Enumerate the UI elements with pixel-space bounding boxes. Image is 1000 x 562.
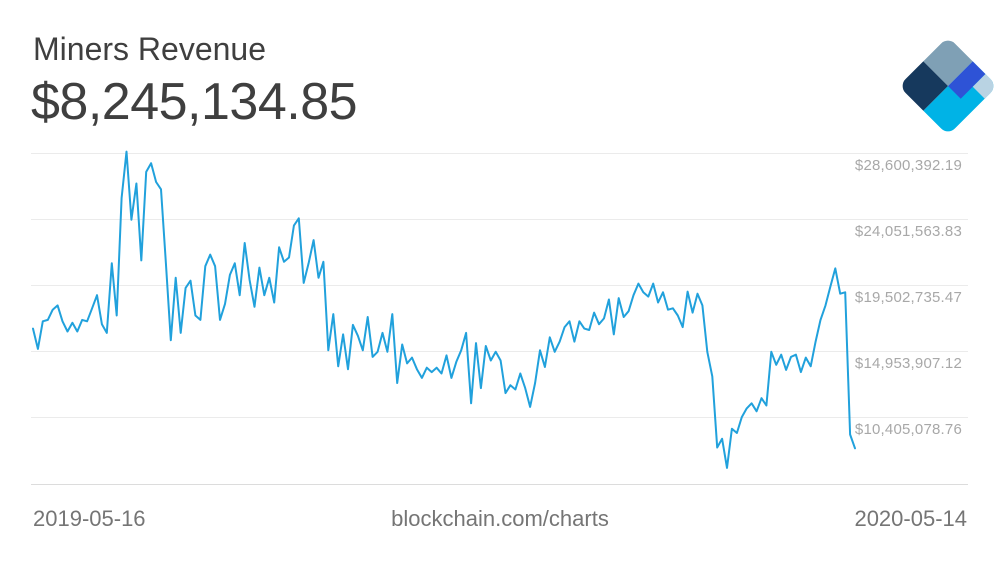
y-tick-label: $10,405,078.76 xyxy=(854,421,962,438)
y-tick-label: $24,051,563.83 xyxy=(854,223,962,240)
revenue-line xyxy=(32,150,856,469)
gridline xyxy=(31,351,968,352)
latest-value: $8,245,134.85 xyxy=(31,73,358,131)
y-tick-label: $28,600,392.19 xyxy=(854,157,962,174)
x-axis-line xyxy=(31,484,968,485)
gridline xyxy=(31,219,968,220)
gridline xyxy=(31,285,968,286)
chart-title: Miners Revenue xyxy=(33,31,266,67)
gridline xyxy=(31,417,968,418)
y-tick-label: $14,953,907.12 xyxy=(854,355,962,372)
gridline xyxy=(31,153,968,154)
x-axis-start-date: 2019-05-16 xyxy=(33,506,146,531)
x-axis-end-date: 2020-05-14 xyxy=(854,506,967,531)
y-tick-label: $19,502,735.47 xyxy=(854,289,962,306)
watermark-label: blockchain.com/charts xyxy=(391,506,609,531)
